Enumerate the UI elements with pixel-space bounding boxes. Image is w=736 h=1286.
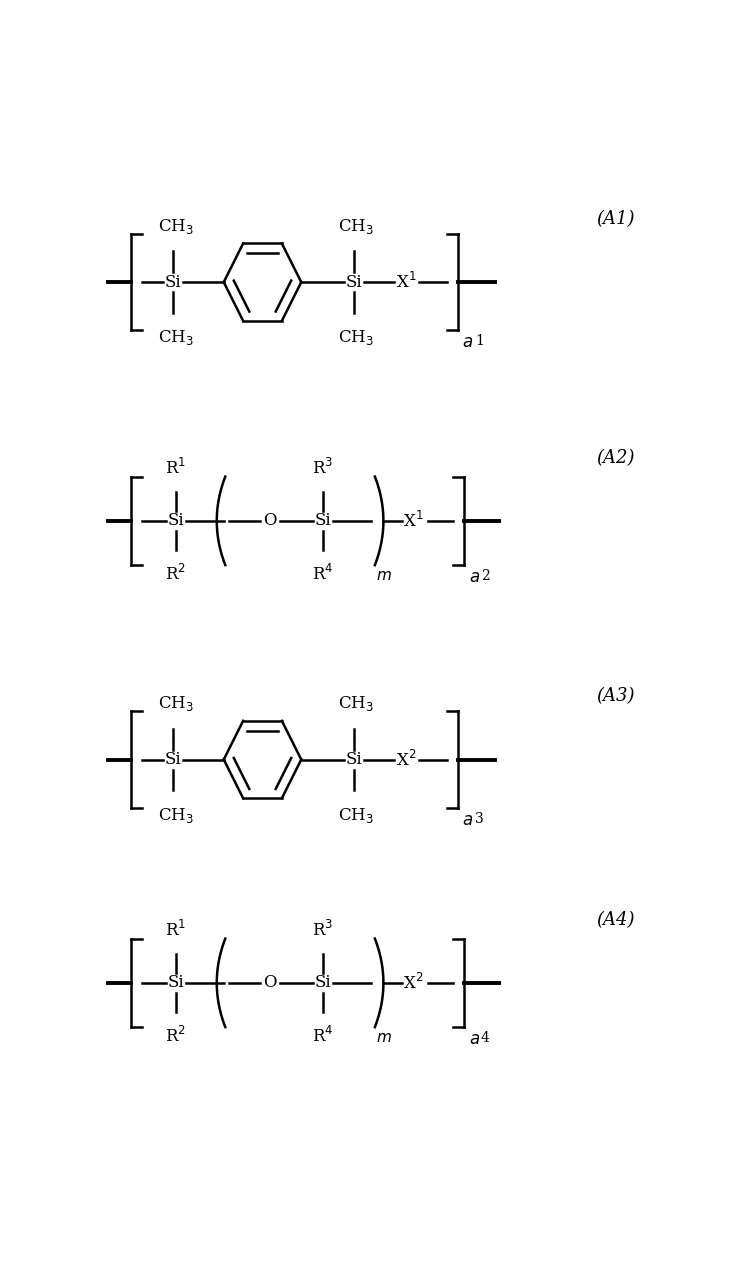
Text: CH$_3$: CH$_3$ (339, 694, 374, 714)
Text: O: O (263, 975, 277, 992)
Text: $a$: $a$ (469, 1031, 480, 1048)
Text: CH$_3$: CH$_3$ (158, 694, 194, 714)
Text: O: O (263, 512, 277, 530)
Text: CH$_3$: CH$_3$ (339, 328, 374, 347)
Text: (A4): (A4) (596, 910, 634, 928)
Text: Si: Si (167, 975, 184, 992)
Text: R$^4$: R$^4$ (312, 1026, 333, 1046)
Text: CH$_3$: CH$_3$ (339, 806, 374, 824)
Text: R$^2$: R$^2$ (165, 1026, 186, 1046)
Text: R$^1$: R$^1$ (165, 919, 186, 940)
Text: Si: Si (165, 751, 182, 768)
Text: (A2): (A2) (596, 449, 634, 467)
Text: 2: 2 (481, 568, 489, 583)
Text: Si: Si (314, 512, 331, 530)
Text: $a$: $a$ (462, 334, 473, 351)
Text: R$^2$: R$^2$ (165, 565, 186, 584)
Text: Si: Si (346, 274, 362, 291)
Text: X$^1$: X$^1$ (396, 273, 416, 292)
Text: CH$_3$: CH$_3$ (158, 806, 194, 824)
Text: 3: 3 (475, 811, 484, 826)
Text: (A1): (A1) (596, 210, 634, 228)
Text: R$^4$: R$^4$ (312, 565, 333, 584)
Text: $m$: $m$ (376, 1031, 392, 1046)
Text: (A3): (A3) (596, 688, 634, 706)
Text: CH$_3$: CH$_3$ (158, 328, 194, 347)
Text: Si: Si (167, 512, 184, 530)
Text: R$^1$: R$^1$ (165, 458, 186, 477)
Text: Si: Si (346, 751, 362, 768)
Text: X$^1$: X$^1$ (403, 511, 424, 531)
Text: 1: 1 (475, 334, 484, 349)
Text: Si: Si (314, 975, 331, 992)
Text: 4: 4 (481, 1031, 490, 1046)
Text: X$^2$: X$^2$ (403, 972, 424, 993)
Text: $m$: $m$ (376, 568, 392, 583)
Text: CH$_3$: CH$_3$ (158, 217, 194, 235)
Text: $a$: $a$ (462, 811, 473, 828)
Text: R$^3$: R$^3$ (312, 919, 333, 940)
Text: $a$: $a$ (469, 568, 480, 586)
Text: CH$_3$: CH$_3$ (339, 217, 374, 235)
Text: X$^2$: X$^2$ (396, 750, 416, 769)
Text: Si: Si (165, 274, 182, 291)
Text: R$^3$: R$^3$ (312, 458, 333, 477)
